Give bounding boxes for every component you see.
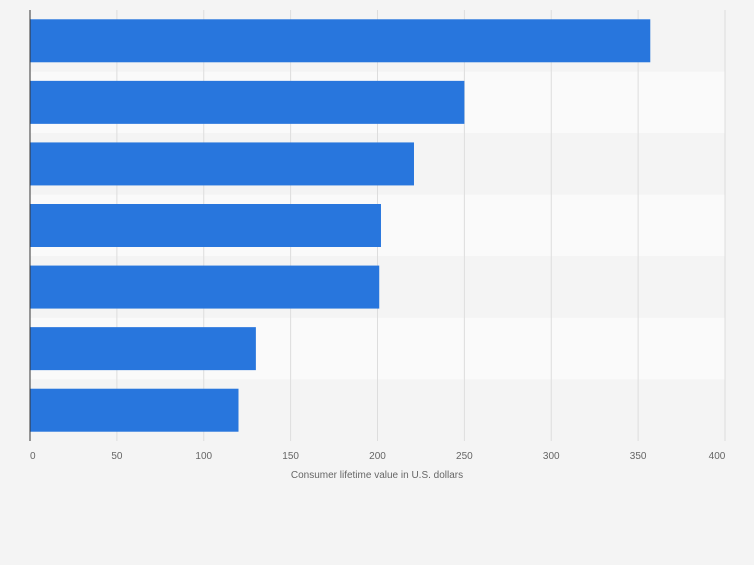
bars bbox=[30, 19, 651, 432]
x-axis-label: Consumer lifetime value in U.S. dollars bbox=[291, 470, 463, 481]
x-tick-label: 50 bbox=[111, 451, 123, 462]
x-tick-label: 300 bbox=[543, 451, 560, 462]
x-tick-label: 350 bbox=[630, 451, 647, 462]
bar[interactable] bbox=[30, 204, 381, 247]
bar[interactable] bbox=[30, 327, 256, 371]
x-axis-ticks: 0 50 100 150 200 250 300 350 400 bbox=[30, 451, 726, 462]
x-tick-label: 100 bbox=[195, 451, 212, 462]
x-tick-label: 200 bbox=[369, 451, 386, 462]
bar[interactable] bbox=[30, 142, 414, 186]
x-tick-label: 0 bbox=[30, 451, 36, 462]
x-tick-label: 150 bbox=[282, 451, 299, 462]
x-tick-label: 250 bbox=[456, 451, 473, 462]
x-tick-label: 400 bbox=[709, 451, 726, 462]
bar[interactable] bbox=[30, 265, 380, 309]
bar[interactable] bbox=[30, 80, 465, 124]
bar[interactable] bbox=[30, 19, 651, 63]
bar[interactable] bbox=[30, 388, 239, 432]
